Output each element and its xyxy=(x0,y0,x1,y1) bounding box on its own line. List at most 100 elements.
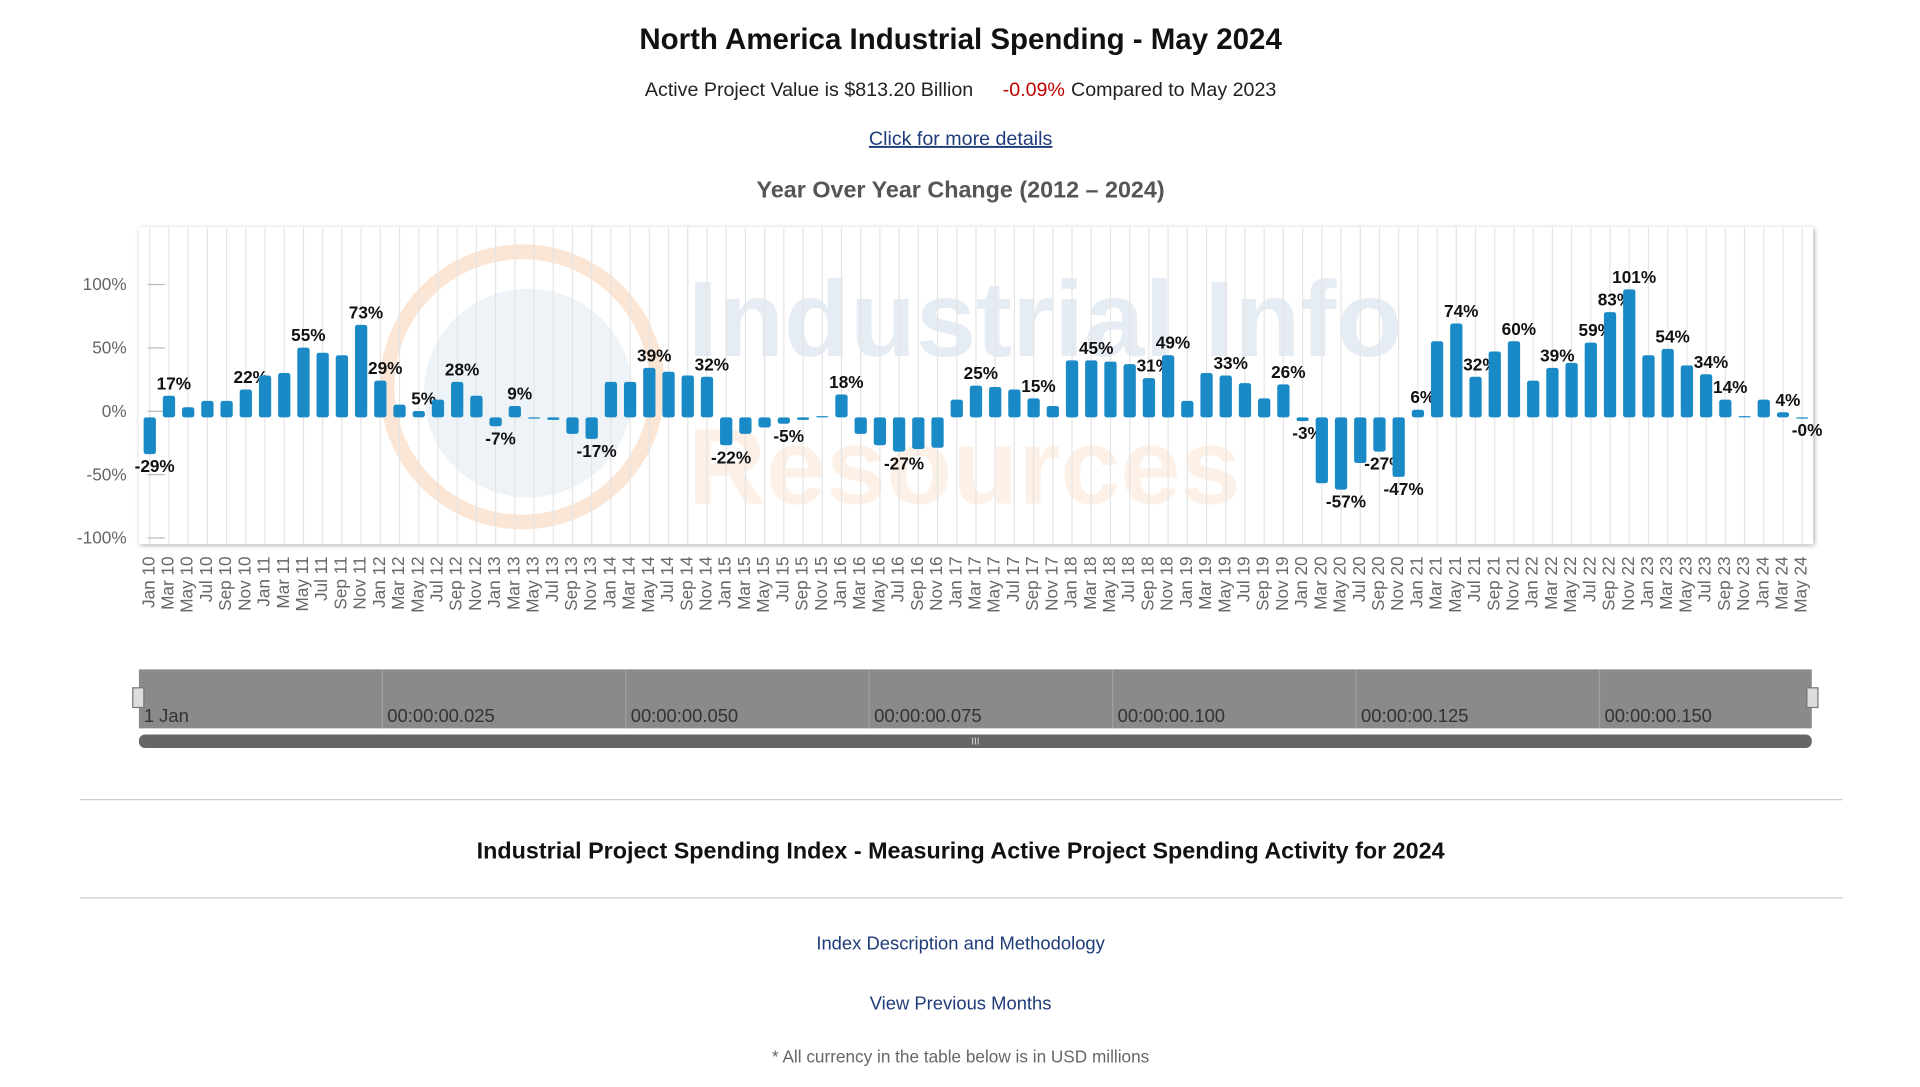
bar xyxy=(604,381,618,418)
bar xyxy=(1238,383,1252,418)
bar xyxy=(1488,351,1501,418)
navigator-label: 00:00:00.075 xyxy=(874,705,981,726)
bar xyxy=(335,355,349,418)
x-tick-label: Mar 16 xyxy=(849,556,869,610)
y-tick-label: 0% xyxy=(102,401,127,421)
bar xyxy=(835,394,848,418)
bar xyxy=(623,381,637,418)
navigator-handle[interactable] xyxy=(132,687,145,709)
x-tick-label: Mar 15 xyxy=(734,556,754,610)
x-tick-label: Jul 11 xyxy=(311,556,331,601)
subtitle: Active Project Value is $813.20 Billion -… xyxy=(645,79,1276,101)
bar xyxy=(547,417,560,420)
x-tick-label: Mar 19 xyxy=(1195,556,1215,610)
x-tick-label: Sep 22 xyxy=(1599,556,1619,610)
x-tick-label: Mar 11 xyxy=(273,556,293,608)
bar xyxy=(873,417,887,446)
bar xyxy=(1027,398,1040,418)
x-tick-label: Nov 20 xyxy=(1387,556,1407,610)
bar xyxy=(1065,360,1079,418)
data-label: -22% xyxy=(711,447,751,467)
bar xyxy=(1507,341,1521,418)
bar xyxy=(354,324,368,418)
bar xyxy=(566,417,579,434)
methodology-link[interactable]: Index Description and Methodology xyxy=(816,932,1105,953)
x-tick-label: Jan 18 xyxy=(1061,556,1081,608)
x-tick-label: Sep 14 xyxy=(676,556,696,611)
bar xyxy=(1373,417,1386,452)
bar xyxy=(816,416,829,418)
x-tick-label: Mar 12 xyxy=(388,556,408,610)
bar xyxy=(258,375,272,418)
data-label: 9% xyxy=(507,383,532,403)
bar xyxy=(374,380,387,418)
x-tick-label: Jul 12 xyxy=(427,556,447,602)
bar xyxy=(1584,342,1597,418)
bar xyxy=(470,395,483,418)
details-link[interactable]: Click for more details xyxy=(869,128,1053,150)
bar xyxy=(1565,362,1578,418)
x-tick-label: Jan 11 xyxy=(254,556,274,606)
bar xyxy=(162,395,176,418)
x-tick-label: Sep 18 xyxy=(1137,556,1157,610)
x-tick-label: Mar 17 xyxy=(965,556,985,610)
bar xyxy=(892,417,906,452)
navigator-handle[interactable] xyxy=(1806,687,1819,709)
bar xyxy=(143,417,156,455)
x-tick-label: Mar 13 xyxy=(503,556,523,610)
x-tick-label: Jan 22 xyxy=(1522,556,1542,608)
x-tick-label: Jul 17 xyxy=(1003,556,1023,602)
x-tick-label: Sep 11 xyxy=(330,556,350,609)
x-tick-label: Nov 23 xyxy=(1733,556,1753,610)
data-label: 49% xyxy=(1156,333,1190,353)
x-tick-label: May 21 xyxy=(1445,556,1465,612)
data-label: 14% xyxy=(1713,377,1747,397)
bar xyxy=(931,417,944,448)
navigator-track xyxy=(138,669,1812,729)
bar xyxy=(1623,289,1636,418)
x-tick-label: Mar 14 xyxy=(619,556,639,610)
bar xyxy=(1123,364,1136,418)
previous-months-link[interactable]: View Previous Months xyxy=(870,993,1052,1014)
bar xyxy=(643,367,656,418)
bar xyxy=(1757,399,1770,418)
bar xyxy=(527,417,541,419)
bar xyxy=(1661,348,1674,418)
bar xyxy=(431,399,445,418)
data-label: -47% xyxy=(1384,479,1424,499)
data-label: -7% xyxy=(485,428,516,448)
data-label: 18% xyxy=(829,372,863,392)
bar xyxy=(393,404,406,418)
data-label: -0% xyxy=(1792,420,1823,440)
bar xyxy=(1161,355,1175,418)
x-tick-label: May 14 xyxy=(638,556,658,613)
x-tick-label: Sep 15 xyxy=(792,556,812,610)
scrollbar[interactable] xyxy=(138,734,1812,749)
x-tick-label: Sep 13 xyxy=(561,556,581,610)
data-label: 45% xyxy=(1079,338,1113,358)
x-tick-label: May 18 xyxy=(1099,556,1119,612)
bar xyxy=(1738,416,1751,418)
x-tick-label: Jul 20 xyxy=(1349,556,1369,602)
x-tick-label: May 23 xyxy=(1675,556,1695,612)
x-tick-label: May 13 xyxy=(523,556,543,612)
section-heading: Industrial Project Spending Index - Meas… xyxy=(477,838,1445,864)
bar xyxy=(1392,417,1405,477)
x-tick-label: Jan 10 xyxy=(138,556,158,608)
bar xyxy=(1354,417,1367,463)
data-label: 54% xyxy=(1655,326,1689,346)
bar xyxy=(1046,405,1059,418)
bar xyxy=(1796,417,1809,419)
x-tick-label: Mar 24 xyxy=(1772,556,1792,610)
bar xyxy=(451,381,464,418)
data-label: -3% xyxy=(1292,423,1323,443)
bar xyxy=(1277,384,1290,418)
x-tick-label: Jul 15 xyxy=(772,556,792,602)
bar xyxy=(720,417,733,446)
bar xyxy=(1411,409,1425,418)
bar xyxy=(989,386,1002,418)
bar xyxy=(1315,417,1328,484)
watermark-ring xyxy=(379,244,665,530)
bar xyxy=(912,417,925,450)
data-label: 32% xyxy=(695,354,729,374)
